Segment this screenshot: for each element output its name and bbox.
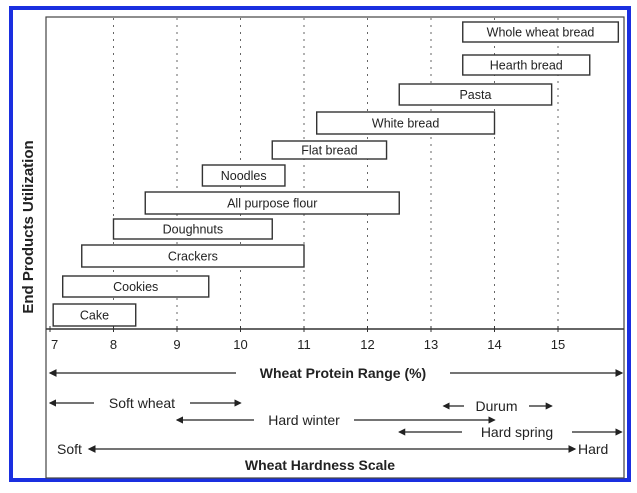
x-tick-label: 12	[360, 337, 374, 352]
x-tick-label: 10	[233, 337, 247, 352]
x-axis-label: Wheat Protein Range (%)	[260, 365, 426, 381]
wheat-class-label: Hard winter	[268, 412, 340, 428]
x-tick-label: 11	[297, 337, 311, 352]
product-bar: Pasta	[398, 83, 553, 106]
range-box	[112, 218, 273, 240]
wheat-class-label: Soft wheat	[109, 395, 175, 411]
product-bar: Hearth bread	[462, 54, 591, 76]
y-axis-label: End Products Utilization	[20, 140, 37, 313]
product-bar: Noodles	[201, 164, 286, 187]
outer-frame	[9, 6, 631, 482]
x-tick-label: 8	[110, 337, 117, 352]
x-tick-label: 13	[424, 337, 438, 352]
x-tick-label: 7	[51, 337, 58, 352]
range-box	[398, 83, 553, 106]
product-bar: Crackers	[81, 244, 305, 268]
product-label: Cookies	[113, 280, 158, 294]
product-bar: Cookies	[62, 275, 210, 298]
range-box	[316, 111, 496, 135]
range-box	[462, 21, 620, 43]
x-tick-label: 15	[551, 337, 565, 352]
x-tick-label: 9	[173, 337, 180, 352]
range-box	[201, 164, 286, 187]
product-bar: White bread	[316, 111, 496, 135]
product-label: Pasta	[459, 88, 491, 102]
product-bar: Flat bread	[271, 140, 388, 160]
plot-area	[45, 16, 625, 479]
product-bar: Whole wheat bread	[462, 21, 620, 43]
product-label: Crackers	[168, 250, 218, 264]
product-label: Noodles	[221, 169, 267, 183]
wheat-class-range: Soft wheat	[48, 395, 242, 411]
wheat-class-range: Hard winter	[175, 412, 496, 428]
range-box	[271, 140, 388, 160]
range-box	[144, 191, 400, 215]
range-box	[52, 303, 137, 327]
product-label: Flat bread	[301, 144, 357, 158]
x-tick-label: 14	[487, 337, 501, 352]
wheat-class-label: Durum	[475, 398, 517, 414]
product-bar: Cake	[52, 303, 137, 327]
wheat-class-range: Durum	[442, 398, 553, 414]
product-label: White bread	[372, 117, 439, 131]
wheat-class-label: Hard spring	[481, 424, 553, 440]
hardness-scale-title: Wheat Hardness Scale	[245, 457, 395, 473]
hardness-soft-label: Soft	[57, 441, 82, 457]
range-box	[81, 244, 305, 268]
product-label: Cake	[80, 309, 109, 323]
product-bar: Doughnuts	[112, 218, 273, 240]
product-label: Hearth bread	[490, 59, 563, 73]
hardness-hard-label: Hard	[578, 441, 608, 457]
wheat-class-range: Hard spring	[398, 424, 623, 440]
range-box	[462, 54, 591, 76]
product-bar: All purpose flour	[144, 191, 400, 215]
product-label: Doughnuts	[163, 223, 223, 237]
product-label: All purpose flour	[227, 197, 317, 211]
range-box	[62, 275, 210, 298]
product-label: Whole wheat bread	[487, 26, 595, 40]
